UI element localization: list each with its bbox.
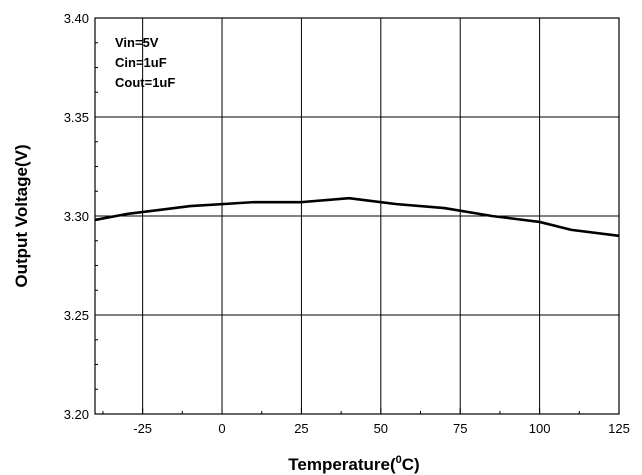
grid xyxy=(95,18,619,414)
y-tick-label: 3.20 xyxy=(64,407,89,422)
x-tick-label: -25 xyxy=(133,421,152,436)
annotation-text: Cin=1uF xyxy=(115,55,167,70)
x-axis-title: Temperature(0C) xyxy=(288,454,419,474)
x-tick-label: 125 xyxy=(608,421,630,436)
x-axis-title-sup: 0 xyxy=(396,454,402,466)
y-axis-title: Output Voltage(V) xyxy=(12,144,31,287)
x-tick-label: 100 xyxy=(529,421,551,436)
y-tick-label: 3.35 xyxy=(64,110,89,125)
y-tick-label: 3.25 xyxy=(64,308,89,323)
x-axis-title-suffix: C) xyxy=(402,455,420,474)
tick-labels: -25 0 25 50 75 100 125 3.20 3.25 3.30 3.35 3.40 xyxy=(64,11,630,436)
annotation-text: Vin=5V xyxy=(115,35,159,50)
x-axis-title-main: Temperature( xyxy=(288,455,396,474)
ticks xyxy=(95,17,620,415)
x-tick-label: 25 xyxy=(294,421,308,436)
y-tick-label: 3.30 xyxy=(64,209,89,224)
y-tick-label: 3.40 xyxy=(64,11,89,26)
annotation-text: Cout=1uF xyxy=(115,75,175,90)
series-line xyxy=(94,196,620,238)
x-tick-label: 75 xyxy=(453,421,467,436)
series-layer xyxy=(94,196,620,238)
x-tick-label: 50 xyxy=(374,421,388,436)
x-tick-label: 0 xyxy=(218,421,225,436)
annotations: Vin=5V Cin=1uF Cout=1uF xyxy=(115,35,175,90)
